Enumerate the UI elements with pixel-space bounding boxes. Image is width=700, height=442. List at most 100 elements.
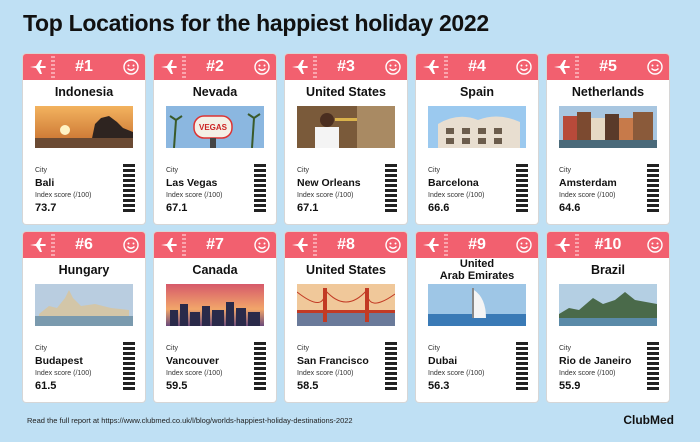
city-name: Rio de Janeiro [559,355,632,367]
country-name: United Arab Emirates [439,258,515,282]
footer-link[interactable]: Read the full report at https://www.club… [27,416,353,425]
barcode [516,342,528,392]
city-name: San Francisco [297,355,369,367]
city-name: Vancouver [166,355,220,367]
city-label: City [166,345,179,352]
rank-label: #3 [337,58,355,75]
card-header: #2 [154,54,276,80]
ticket-perforation [444,54,448,80]
city-label: City [559,167,572,174]
ticket-perforation [51,54,55,80]
index-score-label: Index score (/100) [297,192,354,199]
ticket-perforation [313,232,317,258]
page-title: Top Locations for the happiest holiday 2… [23,10,489,36]
index-score-label: Index score (/100) [559,192,616,199]
destination-card: #3 United States City New Orleans Index scor… [285,54,407,224]
rank-label: #2 [206,58,224,75]
destination-card: #8 United States City San Francisco Index sc… [285,232,407,402]
rank-label: #9 [468,236,486,253]
index-score-label: Index score (/100) [35,192,92,199]
city-label: City [297,345,310,352]
card-header: #6 [23,232,145,258]
rank-label: #10 [594,236,622,253]
city-name: Las Vegas [166,177,218,189]
index-score-value: 56.3 [428,380,450,392]
destination-photo [428,284,526,326]
destination-card: #7 Canada City Vancouver Index score (/100) 5… [154,232,276,402]
destination-photo [166,284,264,326]
country-name: Spain [459,85,495,99]
destination-card: #9 United Arab Emirates City Dubai Index sco… [416,232,538,402]
index-score-label: Index score (/100) [428,370,485,377]
index-score-value: 64.6 [559,202,581,214]
destination-photo [559,284,657,326]
card-header: #4 [416,54,538,80]
ticket-perforation [51,232,55,258]
card-header: #3 [285,54,407,80]
card-header: #5 [547,54,669,80]
ticket-perforation [444,232,448,258]
card-header: #9 [416,232,538,258]
barcode [254,164,266,214]
destination-card: #10 Brazil City Rio de Janeiro Index score (… [547,232,669,402]
barcode [647,164,659,214]
destination-photo [428,106,526,148]
rank-label: #4 [468,58,486,75]
rank-label: #8 [337,236,355,253]
city-label: City [35,345,48,352]
barcode [385,342,397,392]
ticket-perforation [575,54,579,80]
index-score-value: 67.1 [297,202,319,214]
card-header: #8 [285,232,407,258]
index-score-value: 73.7 [35,202,57,214]
index-score-label: Index score (/100) [297,370,354,377]
city-name: New Orleans [297,177,361,189]
country-name: United States [306,263,386,277]
index-score-label: Index score (/100) [35,370,92,377]
city-label: City [35,167,48,174]
index-score-value: 58.5 [297,380,319,392]
barcode [647,342,659,392]
city-name: Budapest [35,355,83,367]
country-name: Canada [192,263,238,277]
city-label: City [559,345,572,352]
card-header: #7 [154,232,276,258]
destination-photo [35,106,133,148]
index-score-label: Index score (/100) [166,370,223,377]
index-score-label: Index score (/100) [166,192,223,199]
country-name: Brazil [590,263,626,277]
country-name: Indonesia [54,85,114,99]
ticket-perforation [313,54,317,80]
ticket-perforation [575,232,579,258]
destination-photo [297,106,395,148]
destination-card: #6 Hungary City Budapest Index score (/100) 6… [23,232,145,402]
city-name: Dubai [428,355,458,367]
barcode [385,164,397,214]
barcode [516,164,528,214]
barcode [254,342,266,392]
destination-card: #2 Nevada VEGAS City Las Vegas Index score (/… [154,54,276,224]
index-score-value: 66.6 [428,202,450,214]
index-score-label: Index score (/100) [559,370,616,377]
city-name: Bali [35,177,55,189]
city-label: City [428,345,441,352]
ticket-perforation [182,54,186,80]
rank-label: #6 [75,236,93,253]
rank-label: #7 [206,236,224,253]
destination-card: #5 Netherlands City Amsterdam Index score (/… [547,54,669,224]
svg-text:VEGAS: VEGAS [199,123,228,132]
index-score-value: 61.5 [35,380,57,392]
barcode [123,164,135,214]
city-label: City [166,167,179,174]
destination-photo: VEGAS [166,106,264,148]
card-header: #10 [547,232,669,258]
index-score-value: 67.1 [166,202,188,214]
city-name: Barcelona [428,177,479,189]
card-header: #1 [23,54,145,80]
rank-label: #1 [75,58,93,75]
destination-card: #1 Indonesia City Bali Index score (/100) 73.… [23,54,145,224]
index-score-value: 59.5 [166,380,188,392]
destination-photo [35,284,133,326]
country-name: Nevada [192,85,238,99]
ticket-perforation [182,232,186,258]
